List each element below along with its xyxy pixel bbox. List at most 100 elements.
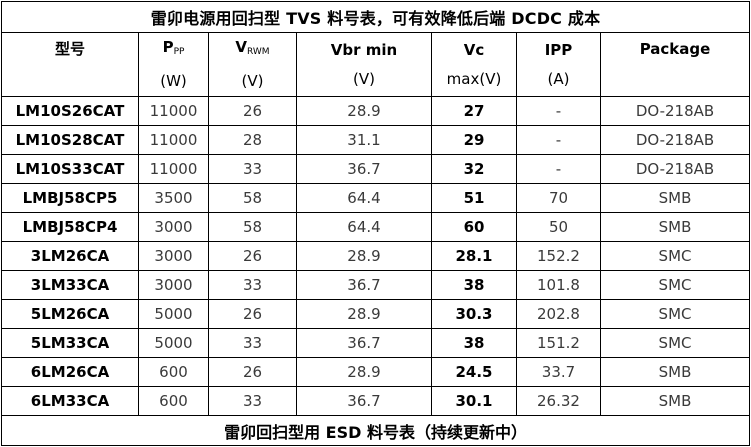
cell-vbr: 28.9 <box>296 241 432 271</box>
header-vrwm-unit: (V) <box>241 72 264 90</box>
table-row: LMBJ58CP4 3000 58 64.4 60 50 SMB <box>1 212 751 242</box>
table-row: LMBJ58CP5 3500 58 64.4 51 70 SMB <box>1 183 751 213</box>
table-row: 3LM26CA 3000 26 28.9 28.1 152.2 SMC <box>1 241 751 271</box>
table-row: LM10S33CAT 11000 33 36.7 32 - DO-218AB <box>1 154 751 184</box>
cell-vbr: 28.9 <box>296 299 432 329</box>
cell-ipp: 101.8 <box>516 270 601 300</box>
cell-ipp: 151.2 <box>516 328 601 358</box>
cell-ppp: 5000 <box>138 328 209 358</box>
cell-vbr: 36.7 <box>296 328 432 358</box>
cell-ppp: 3500 <box>138 183 209 213</box>
table-row: LM10S26CAT 11000 26 28.9 27 - DO-218AB <box>1 96 751 126</box>
table-body: LM10S26CAT 11000 26 28.9 27 - DO-218AB L… <box>0 96 751 446</box>
footer-row: 雷卯回扫型用 ESD 料号表（持续更新中） <box>0 415 751 446</box>
table-row: 6LM26CA 600 26 28.9 24.5 33.7 SMB <box>1 357 751 387</box>
cell-vc: 24.5 <box>431 357 517 387</box>
cell-vrwm: 33 <box>208 270 297 300</box>
header-vrwm: VRWM (V) <box>208 32 297 97</box>
cell-ipp: - <box>516 154 601 184</box>
header-vc-label: Vc <box>463 40 485 59</box>
cell-vc: 30.3 <box>431 299 517 329</box>
cell-vc: 32 <box>431 154 517 184</box>
table-row: 6LM33CA 600 33 36.7 30.1 26.32 SMB <box>1 386 751 416</box>
cell-ppp: 3000 <box>138 241 209 271</box>
cell-package: SMB <box>599 357 751 387</box>
cell-ipp: - <box>516 96 601 126</box>
cell-model: 5LM33CA <box>1 328 139 358</box>
header-vrwm-main: V <box>235 38 248 56</box>
cell-vbr: 36.7 <box>296 386 432 416</box>
esd-table-title: 雷卯回扫型用 ESD 料号表（持续更新中） <box>0 415 751 446</box>
table-row: 3LM33CA 3000 33 36.7 38 101.8 SMC <box>1 270 751 300</box>
cell-ppp: 3000 <box>138 212 209 242</box>
cell-ipp: 50 <box>516 212 601 242</box>
cell-ppp: 600 <box>138 357 209 387</box>
cell-vbr: 64.4 <box>296 212 432 242</box>
header-ppp-unit: (W) <box>160 72 187 90</box>
header-model: 型号 <box>1 32 139 97</box>
cell-package: SMC <box>599 299 751 329</box>
cell-ppp: 11000 <box>138 125 209 155</box>
cell-ipp: - <box>516 125 601 155</box>
header-ppp-label: PPP <box>140 34 208 68</box>
header-vrwm-sub: RWM <box>247 47 270 57</box>
cell-vbr: 28.9 <box>296 357 432 387</box>
cell-package: SMB <box>599 183 751 213</box>
header-ppp: PPP (W) <box>138 32 209 97</box>
table-row: 5LM26CA 5000 26 28.9 30.3 202.8 SMC <box>1 299 751 329</box>
cell-model: 3LM33CA <box>1 270 139 300</box>
cell-package: SMC <box>599 270 751 300</box>
cell-ipp: 202.8 <box>516 299 601 329</box>
cell-ipp: 152.2 <box>516 241 601 271</box>
header-vrwm-label: VRWM <box>210 34 296 68</box>
cell-ppp: 11000 <box>138 154 209 184</box>
header-package: Package <box>599 32 751 97</box>
table-row: LM10S28CAT 11000 28 31.1 29 - DO-218AB <box>1 125 751 155</box>
header-ppp-sub: PP <box>173 47 185 57</box>
cell-model: 3LM26CA <box>1 241 139 271</box>
header-ipp: IPP (A) <box>516 32 601 97</box>
cell-vbr: 28.9 <box>296 96 432 126</box>
cell-ipp: 26.32 <box>516 386 601 416</box>
header-vbr: Vbr min (V) <box>296 32 432 97</box>
cell-model: LM10S28CAT <box>1 125 139 155</box>
cell-model: 5LM26CA <box>1 299 139 329</box>
cell-package: DO-218AB <box>599 96 751 126</box>
header-row: 型号 PPP (W) VRWM (V) Vbr min (V) Vc max(V… <box>1 32 751 97</box>
cell-package: SMB <box>599 212 751 242</box>
cell-package: DO-218AB <box>599 125 751 155</box>
cell-vc: 60 <box>431 212 517 242</box>
cell-vc: 30.1 <box>431 386 517 416</box>
cell-ppp: 11000 <box>138 96 209 126</box>
cell-vc: 38 <box>431 270 517 300</box>
cell-vrwm: 58 <box>208 212 297 242</box>
header-ppp-main: P <box>162 38 174 56</box>
header-package-label: Package <box>639 40 711 58</box>
table-title: 雷卯电源用回扫型 TVS 料号表，可有效降低后端 DCDC 成本 <box>0 1 751 33</box>
cell-ipp: 33.7 <box>516 357 601 387</box>
header-vbr-unit: (V) <box>353 69 375 88</box>
header-vbr-label: Vbr min <box>330 40 398 59</box>
cell-vc: 27 <box>431 96 517 126</box>
cell-ppp: 600 <box>138 386 209 416</box>
cell-model: LMBJ58CP5 <box>1 183 139 213</box>
title-row: 雷卯电源用回扫型 TVS 料号表，可有效降低后端 DCDC 成本 <box>0 1 751 33</box>
cell-ppp: 5000 <box>138 299 209 329</box>
table-row: 5LM33CA 5000 33 36.7 38 151.2 SMC <box>1 328 751 358</box>
cell-vrwm: 26 <box>208 96 297 126</box>
cell-package: SMC <box>599 241 751 271</box>
cell-ppp: 3000 <box>138 270 209 300</box>
cell-model: LM10S26CAT <box>1 96 139 126</box>
cell-vc: 29 <box>431 125 517 155</box>
cell-vrwm: 33 <box>208 328 297 358</box>
cell-ipp: 70 <box>516 183 601 213</box>
cell-vc: 38 <box>431 328 517 358</box>
cell-vrwm: 26 <box>208 299 297 329</box>
header-ipp-unit: (A) <box>547 69 570 88</box>
cell-model: LM10S33CAT <box>1 154 139 184</box>
cell-vc: 51 <box>431 183 517 213</box>
header-ipp-label: IPP <box>544 40 573 59</box>
cell-vrwm: 58 <box>208 183 297 213</box>
